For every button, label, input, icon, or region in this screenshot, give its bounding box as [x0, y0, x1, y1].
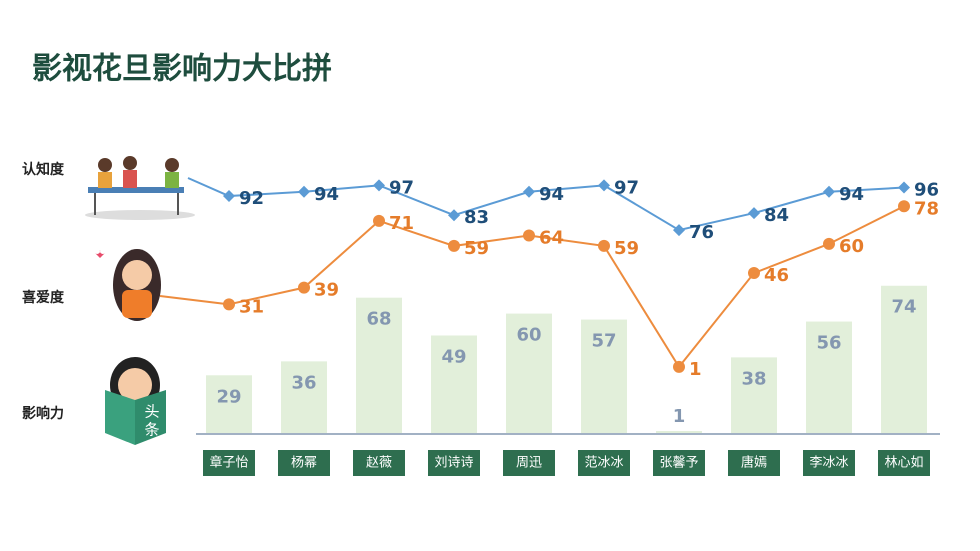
bar: [431, 335, 477, 433]
bar: [656, 431, 702, 433]
data-label: 64: [539, 227, 564, 248]
category-box: [803, 450, 855, 476]
data-label: 1: [689, 359, 702, 380]
category-box: [428, 450, 480, 476]
data-label: 59: [464, 238, 489, 259]
data-label: 84: [764, 205, 789, 226]
marker: [823, 185, 835, 198]
bar: [206, 375, 252, 433]
category-label: 张馨予: [659, 455, 698, 471]
data-label: 60: [516, 325, 541, 346]
marker: [898, 181, 910, 194]
marker: [823, 237, 835, 250]
category-label: 唐嫣: [741, 455, 767, 471]
marker: [223, 190, 235, 203]
connector: [159, 295, 230, 306]
data-label: 59: [614, 238, 639, 259]
data-label: 29: [216, 386, 241, 407]
data-label: 46: [764, 265, 789, 286]
data-label: 97: [389, 177, 414, 198]
data-label: 36: [291, 372, 316, 393]
svg-text:条: 条: [144, 421, 159, 439]
bar: [281, 361, 327, 433]
data-label: 74: [891, 297, 916, 318]
category-label: 章子怡: [209, 455, 248, 471]
marker: [373, 214, 385, 227]
data-label: 60: [839, 236, 864, 257]
data-label: 76: [689, 222, 714, 243]
bar: [806, 321, 852, 433]
marker: [298, 185, 310, 198]
marker: [598, 179, 610, 192]
data-label: 71: [389, 213, 414, 234]
marker: [598, 239, 610, 252]
data-label: 38: [741, 368, 766, 389]
line: [228, 184, 905, 232]
marker: [523, 185, 535, 198]
category-box: [278, 450, 330, 476]
connector: [187, 177, 230, 197]
svg-text:头: 头: [144, 403, 159, 421]
marker: [748, 267, 760, 280]
data-label: 92: [239, 188, 264, 209]
marker: [523, 229, 535, 242]
marker: [298, 281, 310, 294]
marker: [898, 200, 910, 213]
data-label: 31: [239, 296, 264, 317]
data-label: 97: [614, 177, 639, 198]
category-label: 周迅: [516, 456, 542, 471]
bar: [581, 319, 627, 433]
data-label: 94: [539, 184, 564, 205]
category-label: 林心如: [884, 455, 923, 471]
chart-title: 影视花旦影响力大比拼: [32, 52, 332, 87]
data-label: 83: [464, 207, 489, 228]
category-box: [578, 450, 630, 476]
category-box: [503, 450, 555, 476]
data-label: 49: [441, 346, 466, 367]
category-box: [203, 450, 255, 476]
data-label: 68: [366, 309, 391, 330]
line: [228, 205, 905, 369]
category-label: 范冰冰: [584, 456, 623, 471]
data-label: 96: [914, 180, 939, 201]
category-label: 赵薇: [366, 456, 392, 471]
legend-label: 影响力: [22, 405, 64, 422]
category-box: [653, 450, 705, 476]
category-box: [728, 450, 780, 476]
data-label: 78: [914, 198, 939, 219]
marker: [223, 298, 235, 311]
bar: [506, 313, 552, 433]
category-label: 李冰冰: [809, 456, 848, 471]
data-label: 56: [816, 333, 841, 354]
marker: [673, 360, 685, 373]
category-box: [878, 450, 930, 476]
icon-group-people: [85, 156, 195, 220]
data-label: 57: [591, 331, 616, 352]
marker: [448, 209, 460, 222]
category-box: [353, 450, 405, 476]
marker: [673, 224, 685, 237]
data-label: 94: [314, 184, 339, 205]
bar: [356, 297, 402, 433]
icon-reader: 头 条: [105, 357, 166, 445]
bar: [881, 285, 927, 433]
icon-girl-heart: [95, 249, 161, 321]
legend-label: 喜爱度: [22, 289, 65, 306]
marker: [748, 207, 760, 220]
data-label: 1: [673, 406, 686, 427]
data-label: 94: [839, 184, 864, 205]
bar: [731, 357, 777, 433]
category-label: 杨幂: [291, 456, 317, 471]
category-label: 刘诗诗: [434, 456, 473, 471]
marker: [448, 239, 460, 252]
legend-label: 认知度: [22, 161, 65, 178]
marker: [373, 179, 385, 192]
data-label: 39: [314, 280, 339, 301]
